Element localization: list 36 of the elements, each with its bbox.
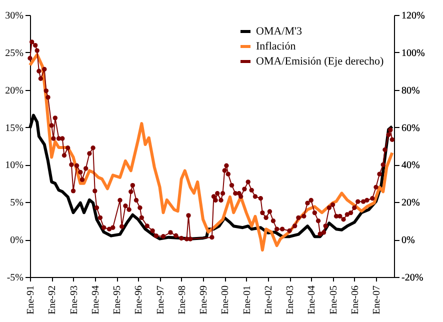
x-tick-label: Ene-98 (176, 286, 188, 314)
legend-label: Inflación (256, 40, 296, 52)
y-tick-label: 20% (5, 85, 24, 96)
x-tick-label: Ene-07 (372, 286, 382, 314)
y-tick-label: 0% (10, 235, 24, 246)
x-tick-label: Ene-93 (68, 286, 80, 314)
x-tick-label: Ene-92 (47, 286, 58, 314)
y2-tick-label: 20% (402, 198, 420, 209)
x-tick-label: Ene-05 (328, 286, 340, 314)
x-tick-label: Ene-96 (134, 286, 145, 314)
y-tick-label: 10% (5, 160, 24, 172)
y2-tick-label: 40% (402, 160, 420, 172)
y-tick-label: 15% (5, 122, 24, 134)
x-tick-label: Ene-06 (350, 286, 361, 314)
x-tick-label: Ene-02 (263, 286, 274, 314)
x-tick-label: Ene-04 (306, 286, 318, 314)
x-tick-label: Ene-97 (155, 286, 166, 314)
x-tick-label: Ene-99 (198, 286, 210, 314)
x-tick-label: Ene-01 (242, 286, 253, 314)
x-tick-label: Ene-03 (285, 286, 296, 314)
x-tick-label: Ene-94 (90, 286, 102, 314)
y2-tick-label: 120% (402, 10, 425, 22)
y-tick-label: 5% (10, 198, 24, 209)
y2-tick-label: 80% (402, 85, 420, 96)
y2-tick-label: 0% (402, 235, 415, 246)
y-tick-label: 25% (5, 48, 24, 59)
legend-label: OMA/M'3 (256, 26, 302, 38)
x-tick-label: Ene-00 (220, 286, 232, 314)
y2-tick-label: 60% (402, 122, 420, 134)
y-tick-label: -5% (6, 272, 24, 284)
y2-tick-label: -20% (402, 272, 424, 284)
legend-label: OMA/Emisión (Eje derecho) (256, 56, 384, 68)
y-tick-label: 30% (5, 10, 24, 22)
y2-tick-label: 100% (402, 48, 425, 59)
x-tick-label: Ene-95 (112, 286, 123, 314)
x-tick-label: Ene-91 (26, 286, 36, 314)
